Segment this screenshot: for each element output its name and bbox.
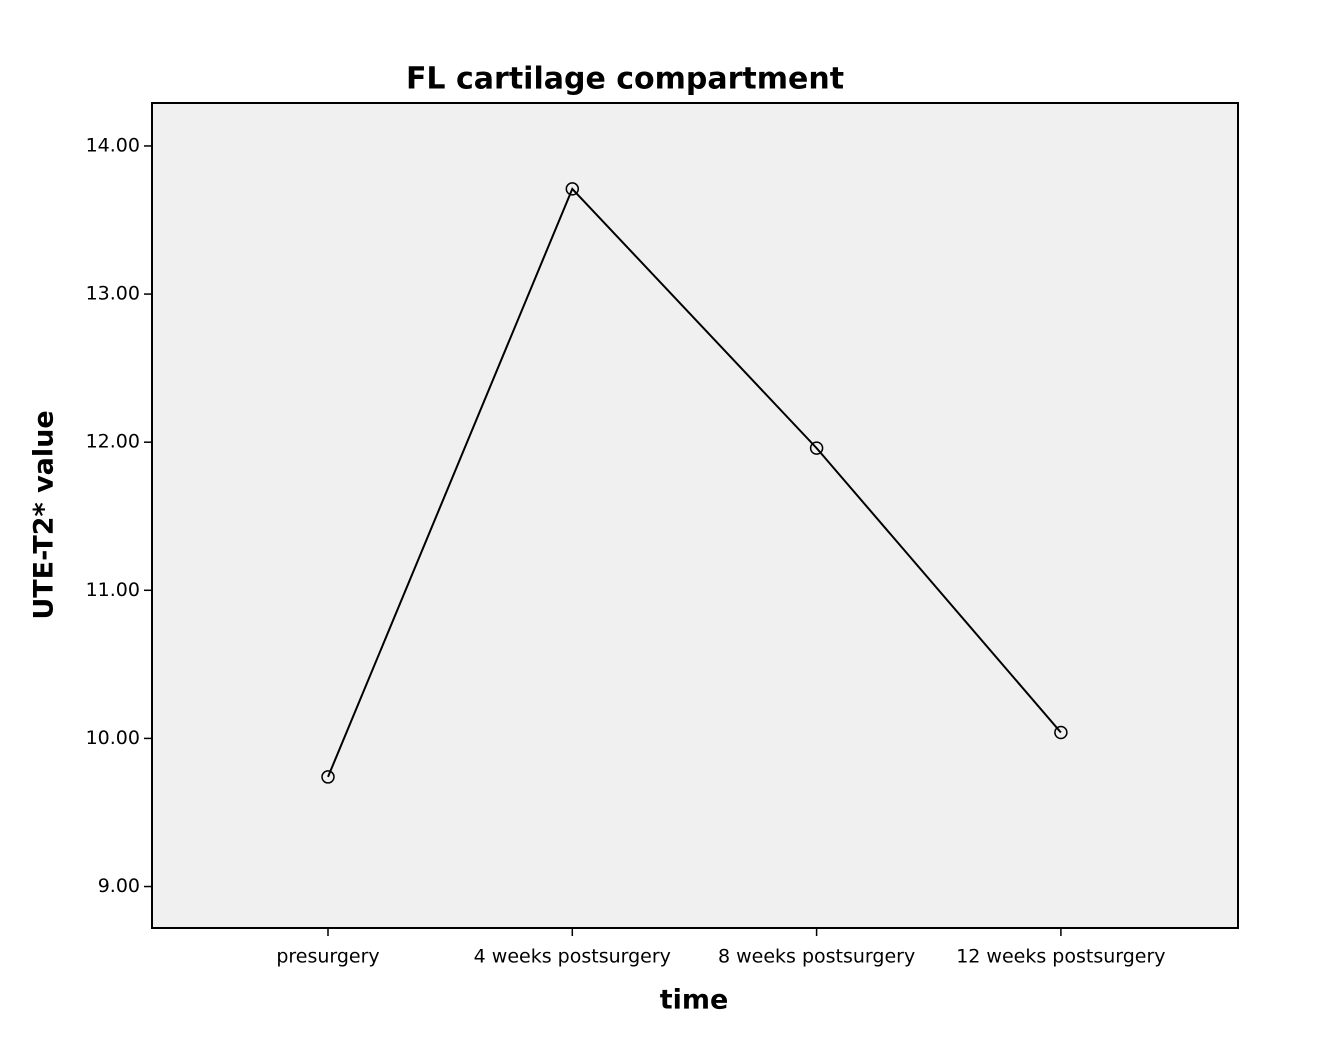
x-tick-label: 12 weeks postsurgery xyxy=(956,946,1165,968)
marker xyxy=(809,441,824,455)
marker xyxy=(565,182,580,196)
x-tick-label: 4 weeks postsurgery xyxy=(474,946,671,968)
y-tick-label: 10.00 xyxy=(86,727,140,749)
marker xyxy=(1054,725,1068,740)
x-tick-label: 8 weeks postsurgery xyxy=(718,946,915,968)
y-tick-label: 11.00 xyxy=(86,579,140,601)
y-tick-label: 12.00 xyxy=(86,431,140,453)
y-tick-label: 13.00 xyxy=(86,283,140,305)
chart-title: FL cartilage compartment xyxy=(406,62,844,97)
line xyxy=(327,187,1062,778)
plot-area xyxy=(151,102,1239,929)
marker xyxy=(321,770,335,784)
y-axis-label: UTE-T2* value xyxy=(29,410,60,619)
y-tick-label: 9.00 xyxy=(98,875,140,897)
x-axis-label: time xyxy=(660,985,729,1016)
y-tick-label: 14.00 xyxy=(86,134,140,156)
x-tick-label: presurgery xyxy=(276,946,379,968)
